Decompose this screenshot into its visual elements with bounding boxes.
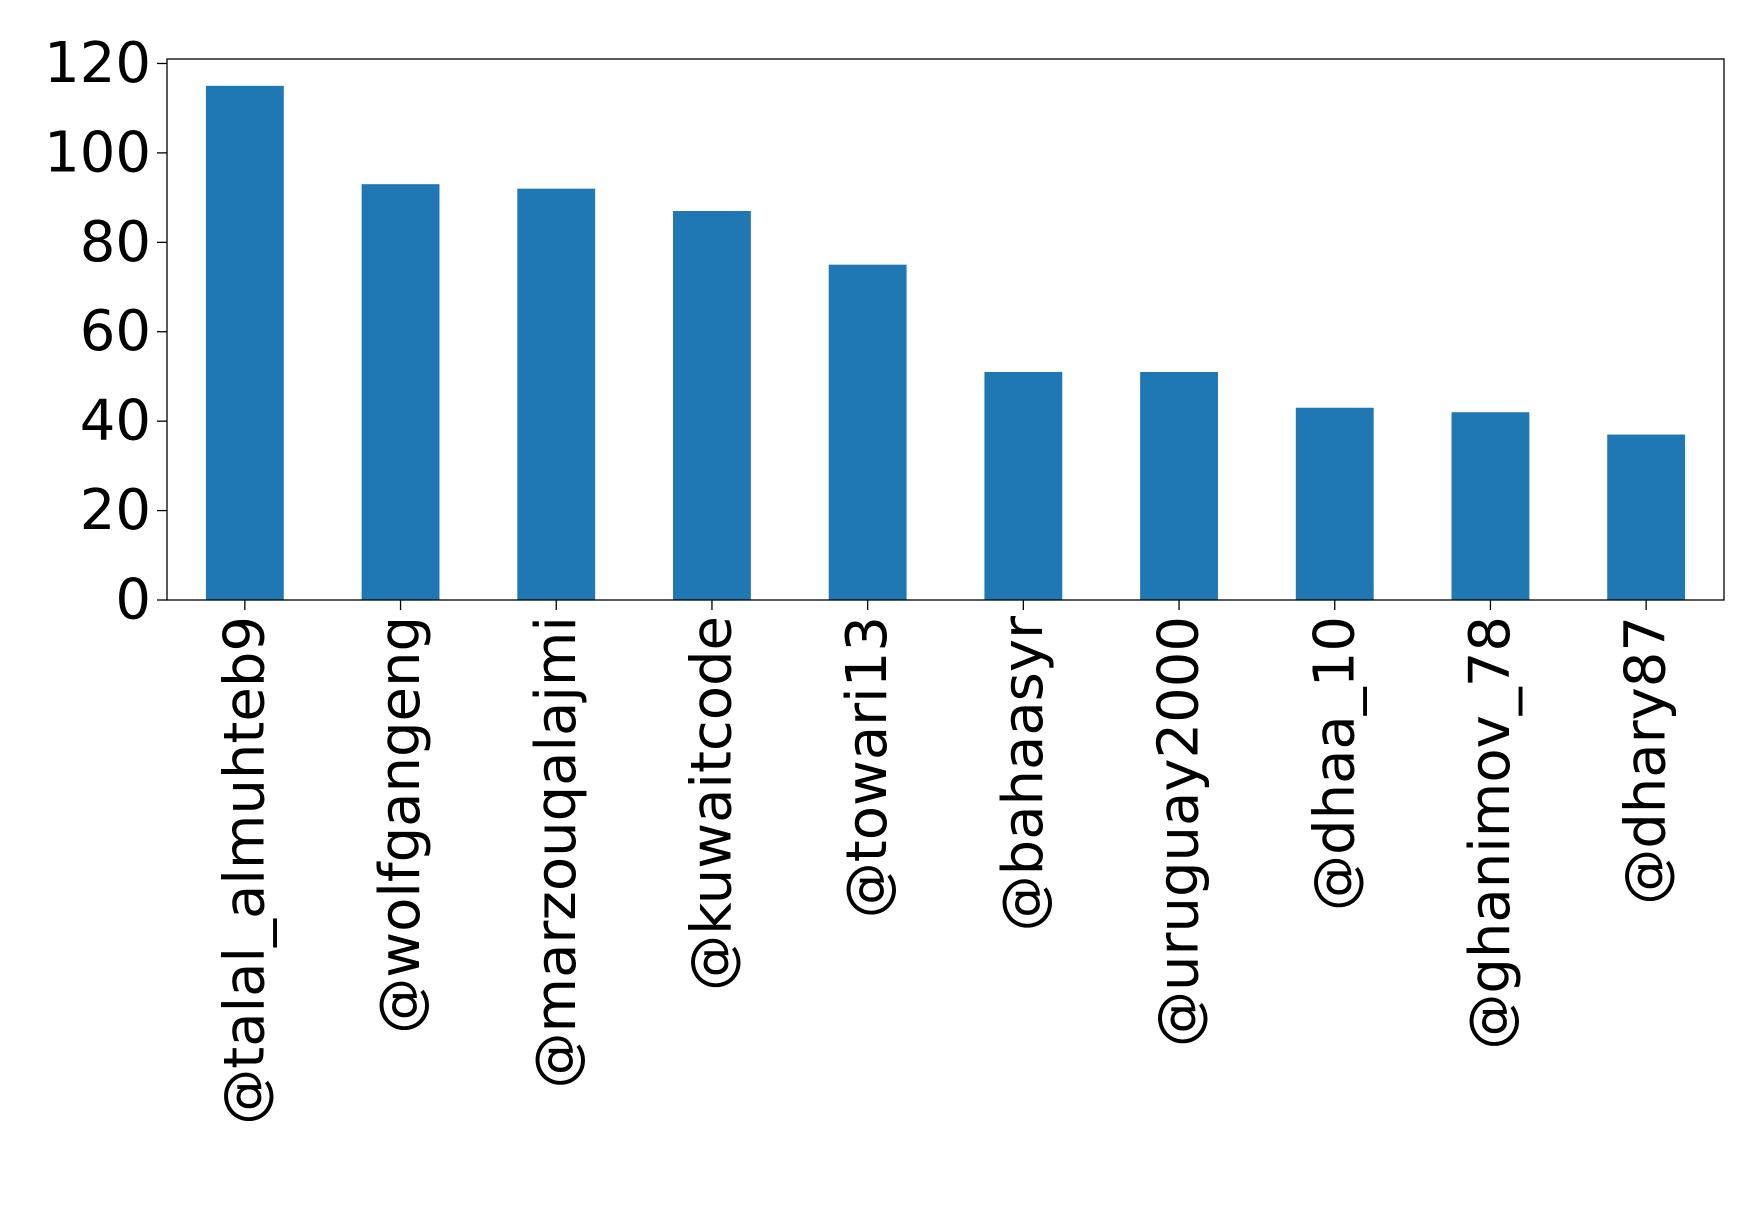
- x-tick-label: @uruguay2000: [1147, 616, 1212, 1047]
- y-tick-label: 80: [80, 210, 151, 275]
- bar-dhary87: [1607, 434, 1686, 600]
- x-tick-label: @bahaasyr: [991, 615, 1056, 931]
- y-tick-label: 0: [115, 568, 151, 633]
- bar-ghanimov_78: [1451, 412, 1530, 600]
- x-tick-label: @dhary87: [1614, 616, 1679, 905]
- x-tick-label: @ghanimov_78: [1458, 616, 1523, 1050]
- bar-uruguay2000: [1140, 371, 1218, 600]
- bar-dhaa_10: [1295, 407, 1374, 600]
- x-tick-label: @wolfgangeng: [368, 616, 433, 1034]
- bar-wolfgangeng: [361, 184, 440, 601]
- x-tick-label: @dhaa_10: [1302, 616, 1367, 911]
- x-tick-label: @towari13: [835, 616, 900, 918]
- x-axis: @talal_almuhteb9 @wolfgangeng @marzouqalaj…: [212, 600, 1679, 1125]
- y-tick-label: 40: [80, 389, 151, 454]
- x-tick-label: @marzouqalajmi: [524, 616, 589, 1088]
- bar-marzouqalajmi: [517, 188, 596, 600]
- y-tick-label: 20: [80, 478, 151, 543]
- y-tick-label: 100: [44, 120, 151, 185]
- bars-group: [205, 85, 1686, 601]
- y-tick-label: 120: [44, 31, 151, 96]
- x-tick-label: @kuwaitcode: [679, 616, 744, 991]
- bar-towari13: [828, 264, 907, 600]
- bar-bahaasyr: [984, 371, 1063, 600]
- bar-kuwaitcode: [673, 211, 751, 600]
- plot-area-frame: [166, 58, 1725, 601]
- bar-talal_almuhteb9: [205, 85, 284, 601]
- x-tick-label: @talal_almuhteb9: [212, 616, 277, 1125]
- y-axis: 0 20 40 60 80 100 120: [44, 31, 167, 633]
- y-tick-label: 60: [80, 299, 151, 364]
